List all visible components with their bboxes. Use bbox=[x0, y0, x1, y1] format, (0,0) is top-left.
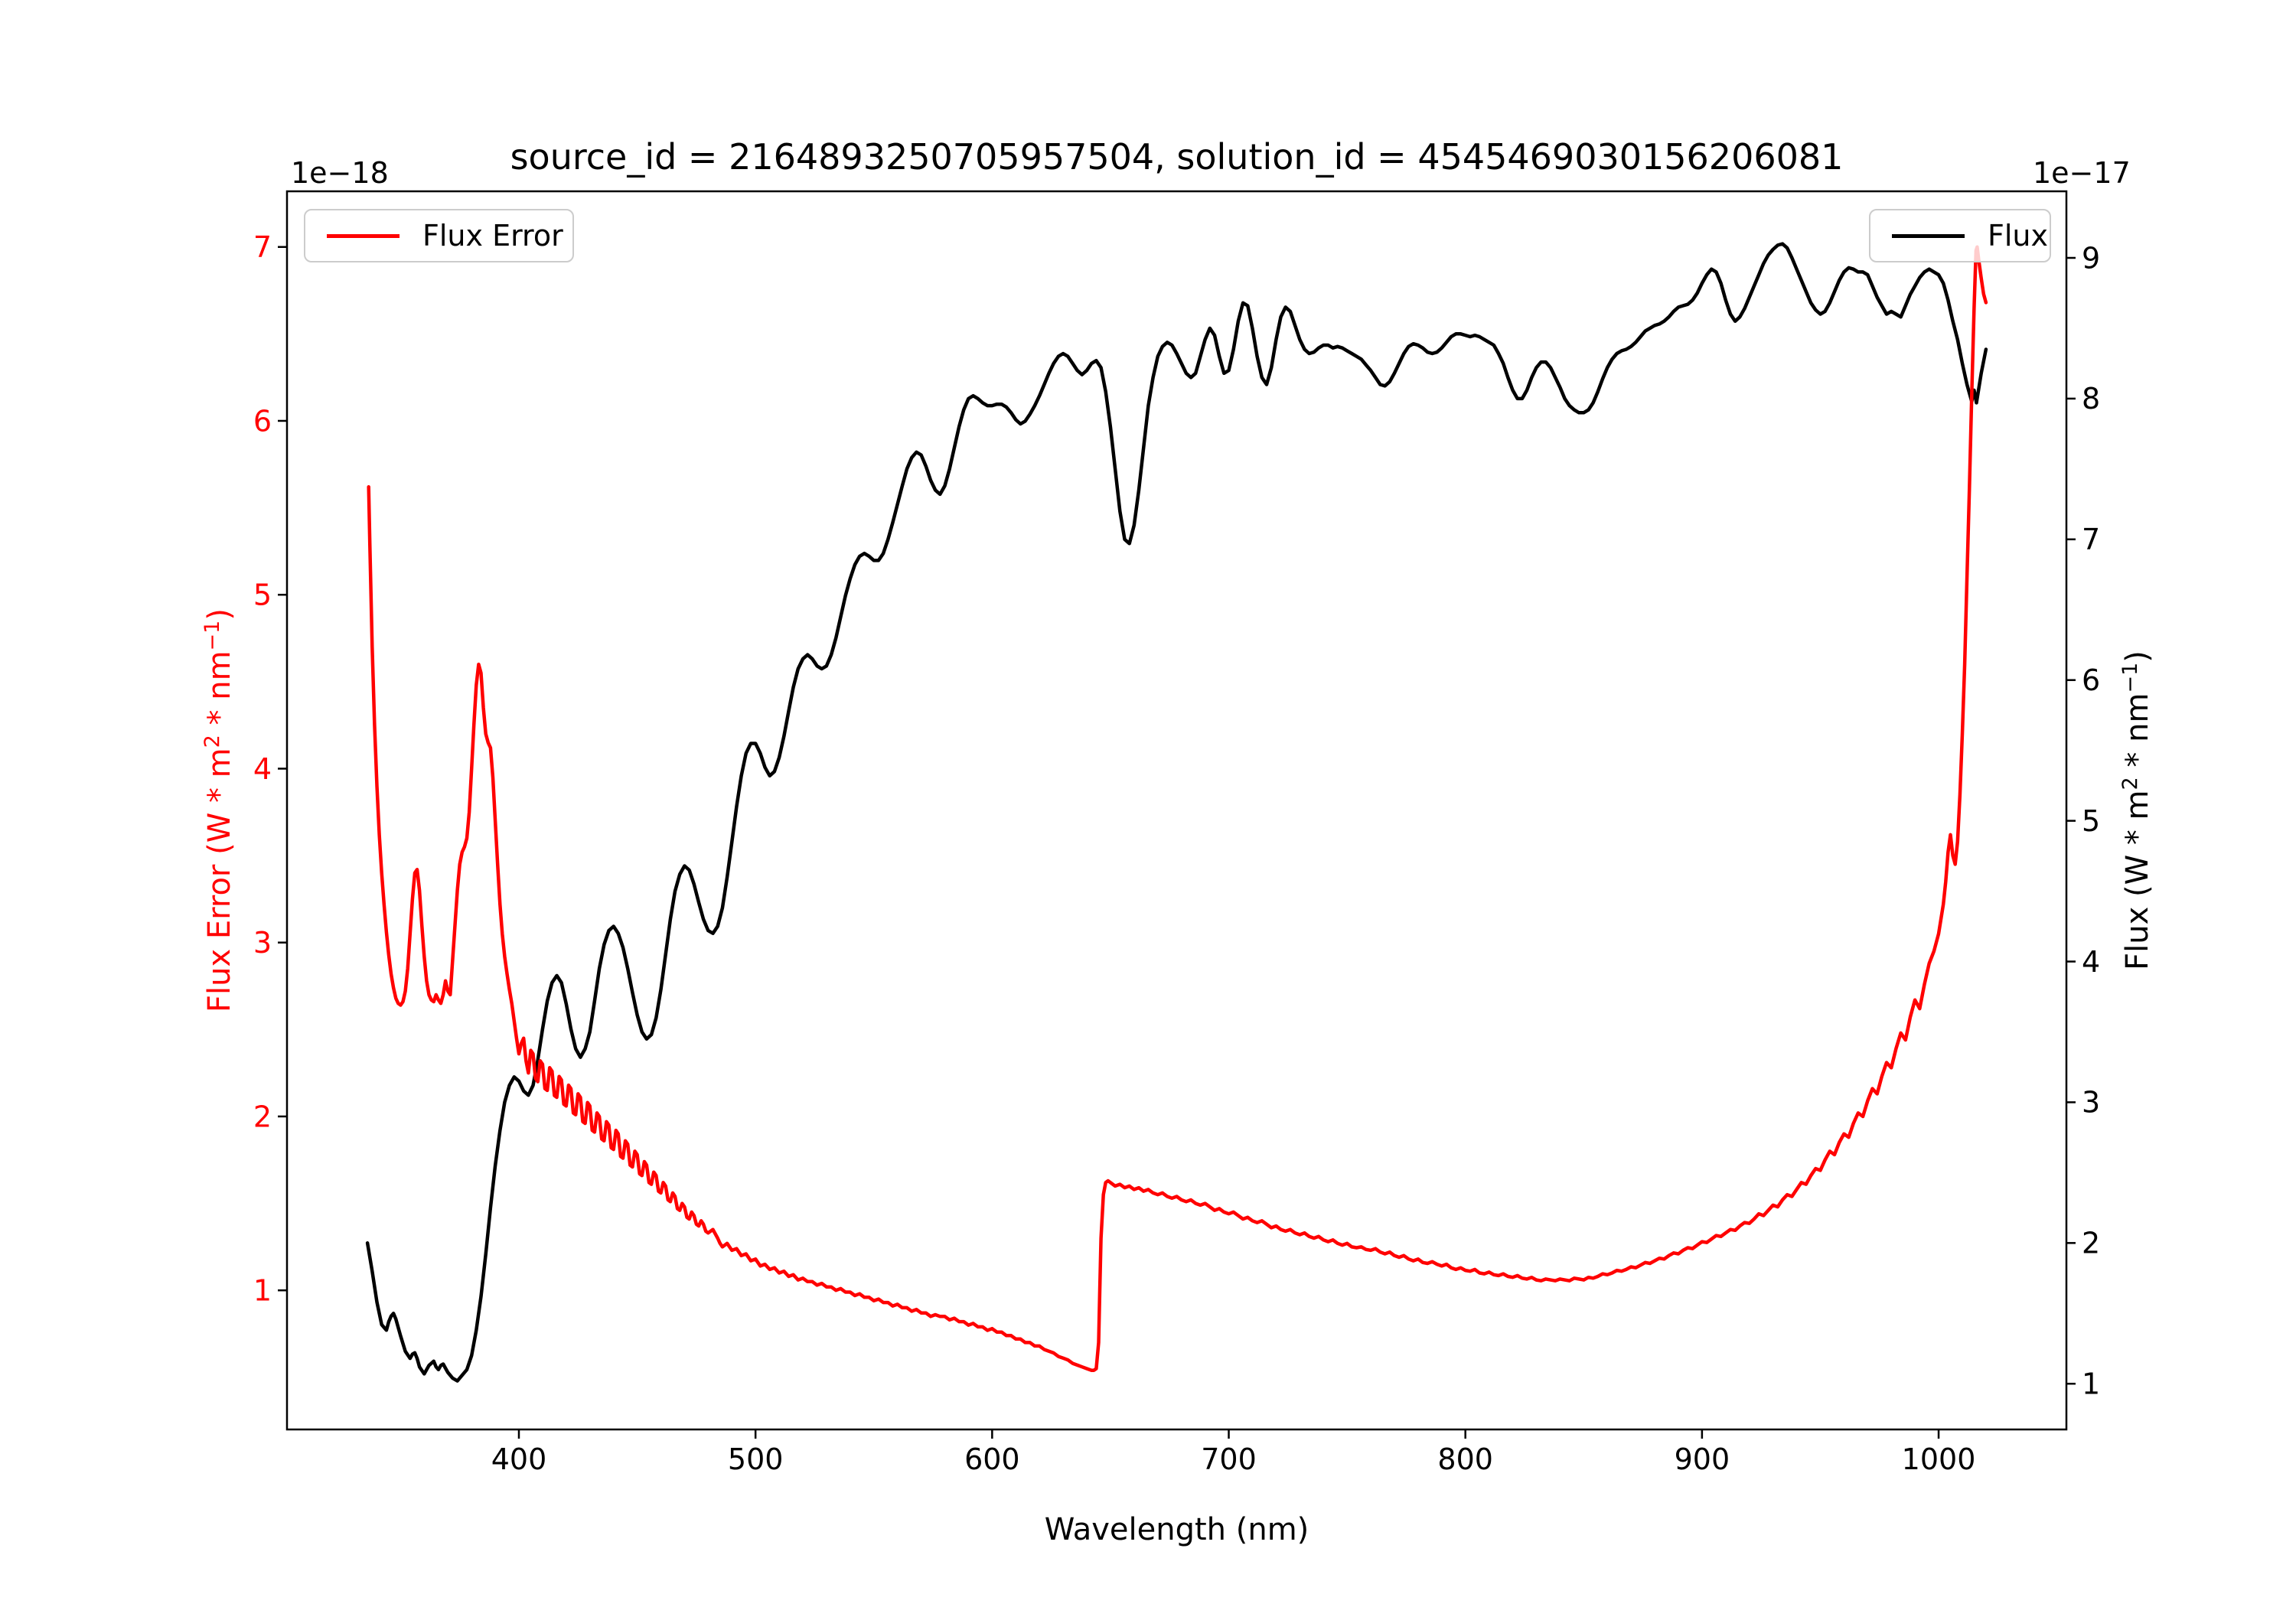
x-tick-label: 1000 bbox=[1902, 1442, 1976, 1476]
right-axis-offset-text: 1e−17 bbox=[2033, 156, 2131, 190]
x-tick-label: 600 bbox=[964, 1442, 1020, 1476]
chart-title: source_id = 2164893250705957504, solutio… bbox=[510, 136, 1844, 178]
x-tick-label: 800 bbox=[1437, 1442, 1493, 1476]
x-tick-label: 500 bbox=[728, 1442, 784, 1476]
right-tick-label: 4 bbox=[2082, 945, 2100, 979]
legend-flux-error-label: Flux Error bbox=[422, 219, 563, 253]
left-tick-label: 7 bbox=[253, 230, 272, 264]
legend-flux-error: Flux Error bbox=[304, 209, 574, 262]
right-tick-label: 8 bbox=[2082, 382, 2100, 416]
right-tick-label: 3 bbox=[2082, 1086, 2100, 1120]
left-tick-label: 1 bbox=[253, 1274, 272, 1308]
left-axis-offset-text: 1e−18 bbox=[291, 156, 389, 190]
right-tick-label: 9 bbox=[2082, 241, 2100, 275]
right-tick-label: 5 bbox=[2082, 804, 2100, 838]
flux-curve bbox=[365, 242, 1988, 1383]
left-tick-label: 2 bbox=[253, 1100, 272, 1133]
legend-flux: Flux bbox=[1869, 209, 2051, 262]
left-tick-label: 4 bbox=[253, 752, 272, 786]
plot-frame bbox=[285, 190, 2068, 1431]
x-tick-label: 700 bbox=[1201, 1442, 1257, 1476]
x-axis-label: Wavelength (nm) bbox=[1045, 1512, 1309, 1547]
flux-error-line-sample bbox=[327, 233, 400, 238]
flux-line-sample bbox=[1892, 233, 1965, 238]
left-y-axis-label: Flux Error (W * m2 * nm−1) bbox=[201, 608, 237, 1012]
flux-error-curve bbox=[367, 245, 1988, 1372]
left-tick-label: 5 bbox=[253, 579, 272, 612]
left-tick-label: 6 bbox=[253, 404, 272, 438]
right-tick-label: 1 bbox=[2082, 1367, 2100, 1401]
legend-flux-label: Flux bbox=[1988, 219, 2048, 253]
right-tick-label: 2 bbox=[2082, 1227, 2100, 1260]
x-tick-label: 400 bbox=[491, 1442, 547, 1476]
right-y-axis-label: Flux (W * m2 * nm−1) bbox=[2118, 650, 2155, 970]
right-tick-label: 7 bbox=[2082, 523, 2100, 556]
x-tick-label: 900 bbox=[1675, 1442, 1730, 1476]
left-tick-label: 3 bbox=[253, 926, 272, 960]
right-tick-label: 6 bbox=[2082, 663, 2100, 697]
